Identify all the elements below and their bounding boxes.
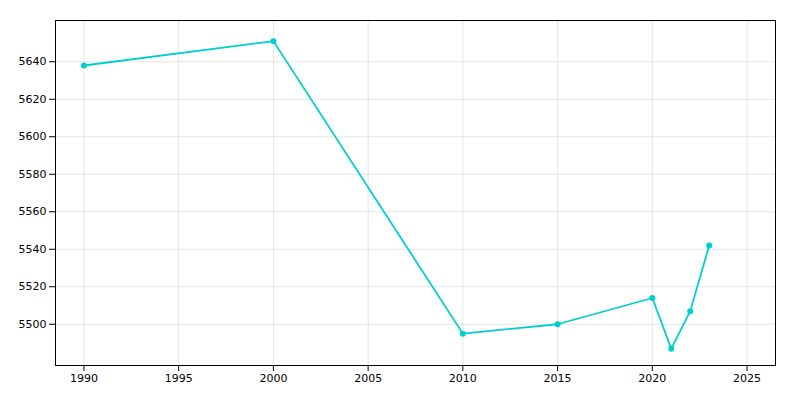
svg-text:5500: 5500: [19, 318, 47, 331]
svg-text:5620: 5620: [19, 93, 47, 106]
svg-text:1995: 1995: [165, 372, 193, 385]
svg-text:5580: 5580: [19, 168, 47, 181]
svg-text:2025: 2025: [733, 372, 761, 385]
svg-text:5520: 5520: [19, 280, 47, 293]
svg-text:5540: 5540: [19, 243, 47, 256]
svg-text:5560: 5560: [19, 205, 47, 218]
svg-text:2005: 2005: [354, 372, 382, 385]
svg-text:2000: 2000: [259, 372, 287, 385]
svg-text:2020: 2020: [638, 372, 666, 385]
svg-text:5640: 5640: [19, 55, 47, 68]
svg-text:5600: 5600: [19, 130, 47, 143]
svg-text:2015: 2015: [544, 372, 572, 385]
svg-text:2010: 2010: [449, 372, 477, 385]
svg-text:1990: 1990: [70, 372, 98, 385]
